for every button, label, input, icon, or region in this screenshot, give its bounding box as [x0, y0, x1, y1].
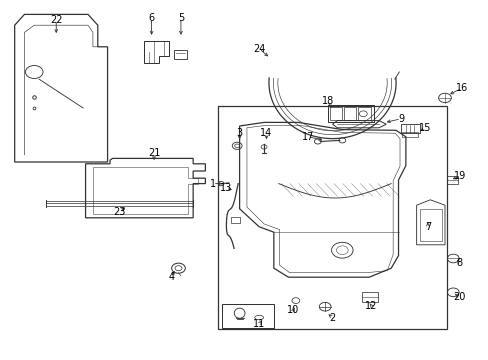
Text: 3: 3 [236, 128, 242, 138]
Text: 2: 2 [329, 312, 335, 323]
Bar [447, 176, 457, 184]
Text: 17: 17 [301, 132, 314, 142]
Bar [222, 304, 273, 328]
Bar [358, 107, 370, 120]
Text: 7: 7 [424, 222, 430, 232]
Bar [344, 107, 356, 120]
Text: 5: 5 [178, 13, 183, 23]
Text: 22: 22 [50, 15, 62, 25]
Bar [419, 209, 441, 241]
Text: 9: 9 [397, 114, 403, 124]
Text: 10: 10 [286, 305, 299, 315]
Bar [217, 106, 447, 329]
Bar [400, 124, 419, 133]
Text: 4: 4 [168, 272, 174, 282]
Text: 6: 6 [148, 13, 154, 23]
Bar [329, 107, 342, 120]
Text: 11: 11 [252, 319, 265, 329]
Bar [230, 217, 239, 223]
Bar [361, 292, 377, 302]
Text: 18: 18 [321, 96, 333, 106]
Text: 12: 12 [365, 301, 377, 311]
Text: 23: 23 [113, 207, 126, 217]
Text: 19: 19 [452, 171, 465, 181]
Text: 14: 14 [260, 128, 272, 138]
Bar [173, 50, 187, 59]
Bar [327, 105, 373, 122]
Text: 13: 13 [219, 183, 232, 193]
Text: 15: 15 [418, 123, 431, 133]
Text: 21: 21 [147, 148, 160, 158]
Text: 1: 1 [209, 179, 215, 189]
Text: 8: 8 [456, 258, 462, 268]
Bar [402, 132, 417, 137]
Text: 24: 24 [252, 44, 265, 54]
Text: 20: 20 [452, 292, 465, 302]
Text: 16: 16 [455, 83, 468, 93]
